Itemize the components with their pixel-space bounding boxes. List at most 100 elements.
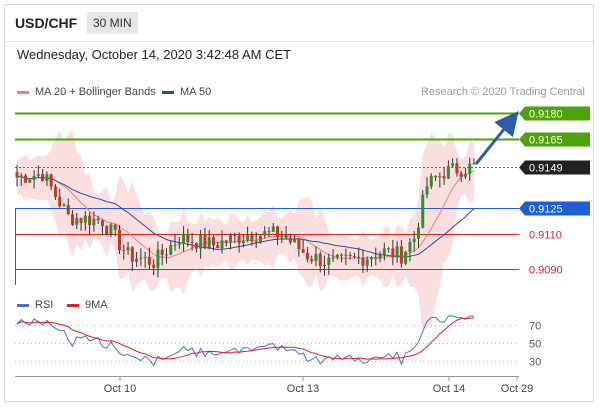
legend-rsi: RSI <box>17 299 53 311</box>
level-tag-1 <box>519 132 590 147</box>
candle-body <box>310 259 314 262</box>
rsi-level-label-2: 30 <box>529 357 541 369</box>
candle-body <box>399 246 403 264</box>
candles <box>15 157 476 278</box>
candle-body <box>122 250 126 252</box>
candle-body <box>314 253 318 262</box>
legend-rsi-label: RSI <box>35 299 54 311</box>
candle-body <box>250 235 254 242</box>
level-tag-2 <box>519 160 590 175</box>
ma50-swatch <box>162 90 174 94</box>
forecast-arrow <box>474 110 519 165</box>
candle-body <box>293 238 297 243</box>
candle-body <box>323 264 327 266</box>
level-label-0: 0.9180 <box>529 109 563 121</box>
candle-body <box>352 256 356 258</box>
candle-body <box>335 254 339 258</box>
rsi-level-label-1: 50 <box>529 339 541 351</box>
candle-body <box>459 173 463 177</box>
price-level-labels: 0.9180 0.9165 0.9149 0.9125 0.9110 0.9090 <box>519 106 590 277</box>
candle-body <box>318 253 322 266</box>
ma9-swatch <box>67 303 79 307</box>
candle-body <box>71 214 75 225</box>
candle-body <box>41 174 45 181</box>
candle-body <box>434 175 438 178</box>
candle-body <box>105 226 109 235</box>
chart-frame: USD/CHF 30 MIN Wednesday, October 14, 20… <box>4 4 595 402</box>
candle-body <box>297 238 301 250</box>
candle-body <box>79 217 83 223</box>
candle-body <box>173 244 177 246</box>
candle-body <box>416 227 420 239</box>
candle-body <box>361 257 365 266</box>
candle-body <box>211 237 215 246</box>
candle-body <box>404 251 408 264</box>
candle-body <box>301 249 305 253</box>
candle-body <box>421 194 425 228</box>
legend-ma20-label: MA 20 + Bollinger Bands <box>35 86 156 98</box>
candle-body <box>451 163 455 166</box>
candle-body <box>100 220 104 227</box>
candle-body <box>246 235 250 241</box>
candle-body <box>348 254 352 257</box>
candle-body <box>164 254 168 256</box>
legend-ma50: MA 50 <box>162 86 211 98</box>
level-tag-0 <box>519 106 590 121</box>
candle-body <box>88 215 92 226</box>
candle-body <box>267 231 271 233</box>
candle-body <box>143 256 147 258</box>
research-credit: Research © 2020 Trading Central <box>420 86 585 98</box>
candle-body <box>369 257 373 260</box>
candle-body <box>19 175 23 178</box>
candle-body <box>429 175 433 187</box>
candle-body <box>186 233 190 243</box>
legend-9ma-label: 9MA <box>85 299 108 311</box>
timeframe-badge[interactable]: 30 MIN <box>87 12 138 34</box>
candle-body <box>49 174 53 187</box>
candle-body <box>109 224 113 235</box>
candle-body <box>446 165 450 179</box>
candle-body <box>182 233 186 244</box>
forecast-arrow-line <box>474 110 519 165</box>
candle-body <box>66 204 70 215</box>
candle-body <box>305 252 309 260</box>
legend-ma50-label: MA 50 <box>180 86 212 98</box>
candle-body <box>468 163 472 174</box>
header-divider <box>5 41 595 42</box>
candle-body <box>365 259 369 266</box>
rsi-level-label-0: 70 <box>529 321 541 333</box>
candle-body <box>224 240 228 243</box>
x-tick-label-3: Oct 29 <box>501 383 533 395</box>
candle-body <box>152 264 156 268</box>
rsi-panel: 70 50 30 <box>15 315 541 369</box>
candle-body <box>271 226 275 232</box>
candle-body <box>113 224 117 230</box>
candle-body <box>472 163 476 165</box>
candle-body <box>126 247 130 251</box>
x-axis: Oct 10 Oct 13 Oct 14 Oct 29 <box>15 376 533 395</box>
candle-body <box>169 245 173 255</box>
candle-body <box>327 257 331 265</box>
bollinger-fill <box>17 130 474 331</box>
candle-body <box>378 254 382 259</box>
candle-body <box>36 174 40 176</box>
chart-header: USD/CHF 30 MIN <box>5 5 595 41</box>
candle-body <box>190 242 194 244</box>
level-label-4: 0.9110 <box>529 230 562 242</box>
candle-body <box>53 186 57 197</box>
candle-body <box>83 215 87 223</box>
candle-body <box>455 163 459 174</box>
legend-9ma: 9MA <box>67 299 108 311</box>
candle-body <box>382 248 386 255</box>
candle-body <box>425 186 429 195</box>
candle-body <box>28 179 32 183</box>
x-tick-label-1: Oct 13 <box>287 383 319 395</box>
candle-body <box>395 246 399 258</box>
candle-body <box>207 237 211 248</box>
level-tag-3 <box>519 201 590 216</box>
candle-body <box>438 175 442 178</box>
candle-body <box>408 242 412 252</box>
candle-body <box>442 175 446 179</box>
candle-body <box>203 234 207 248</box>
candle-body <box>357 257 361 259</box>
